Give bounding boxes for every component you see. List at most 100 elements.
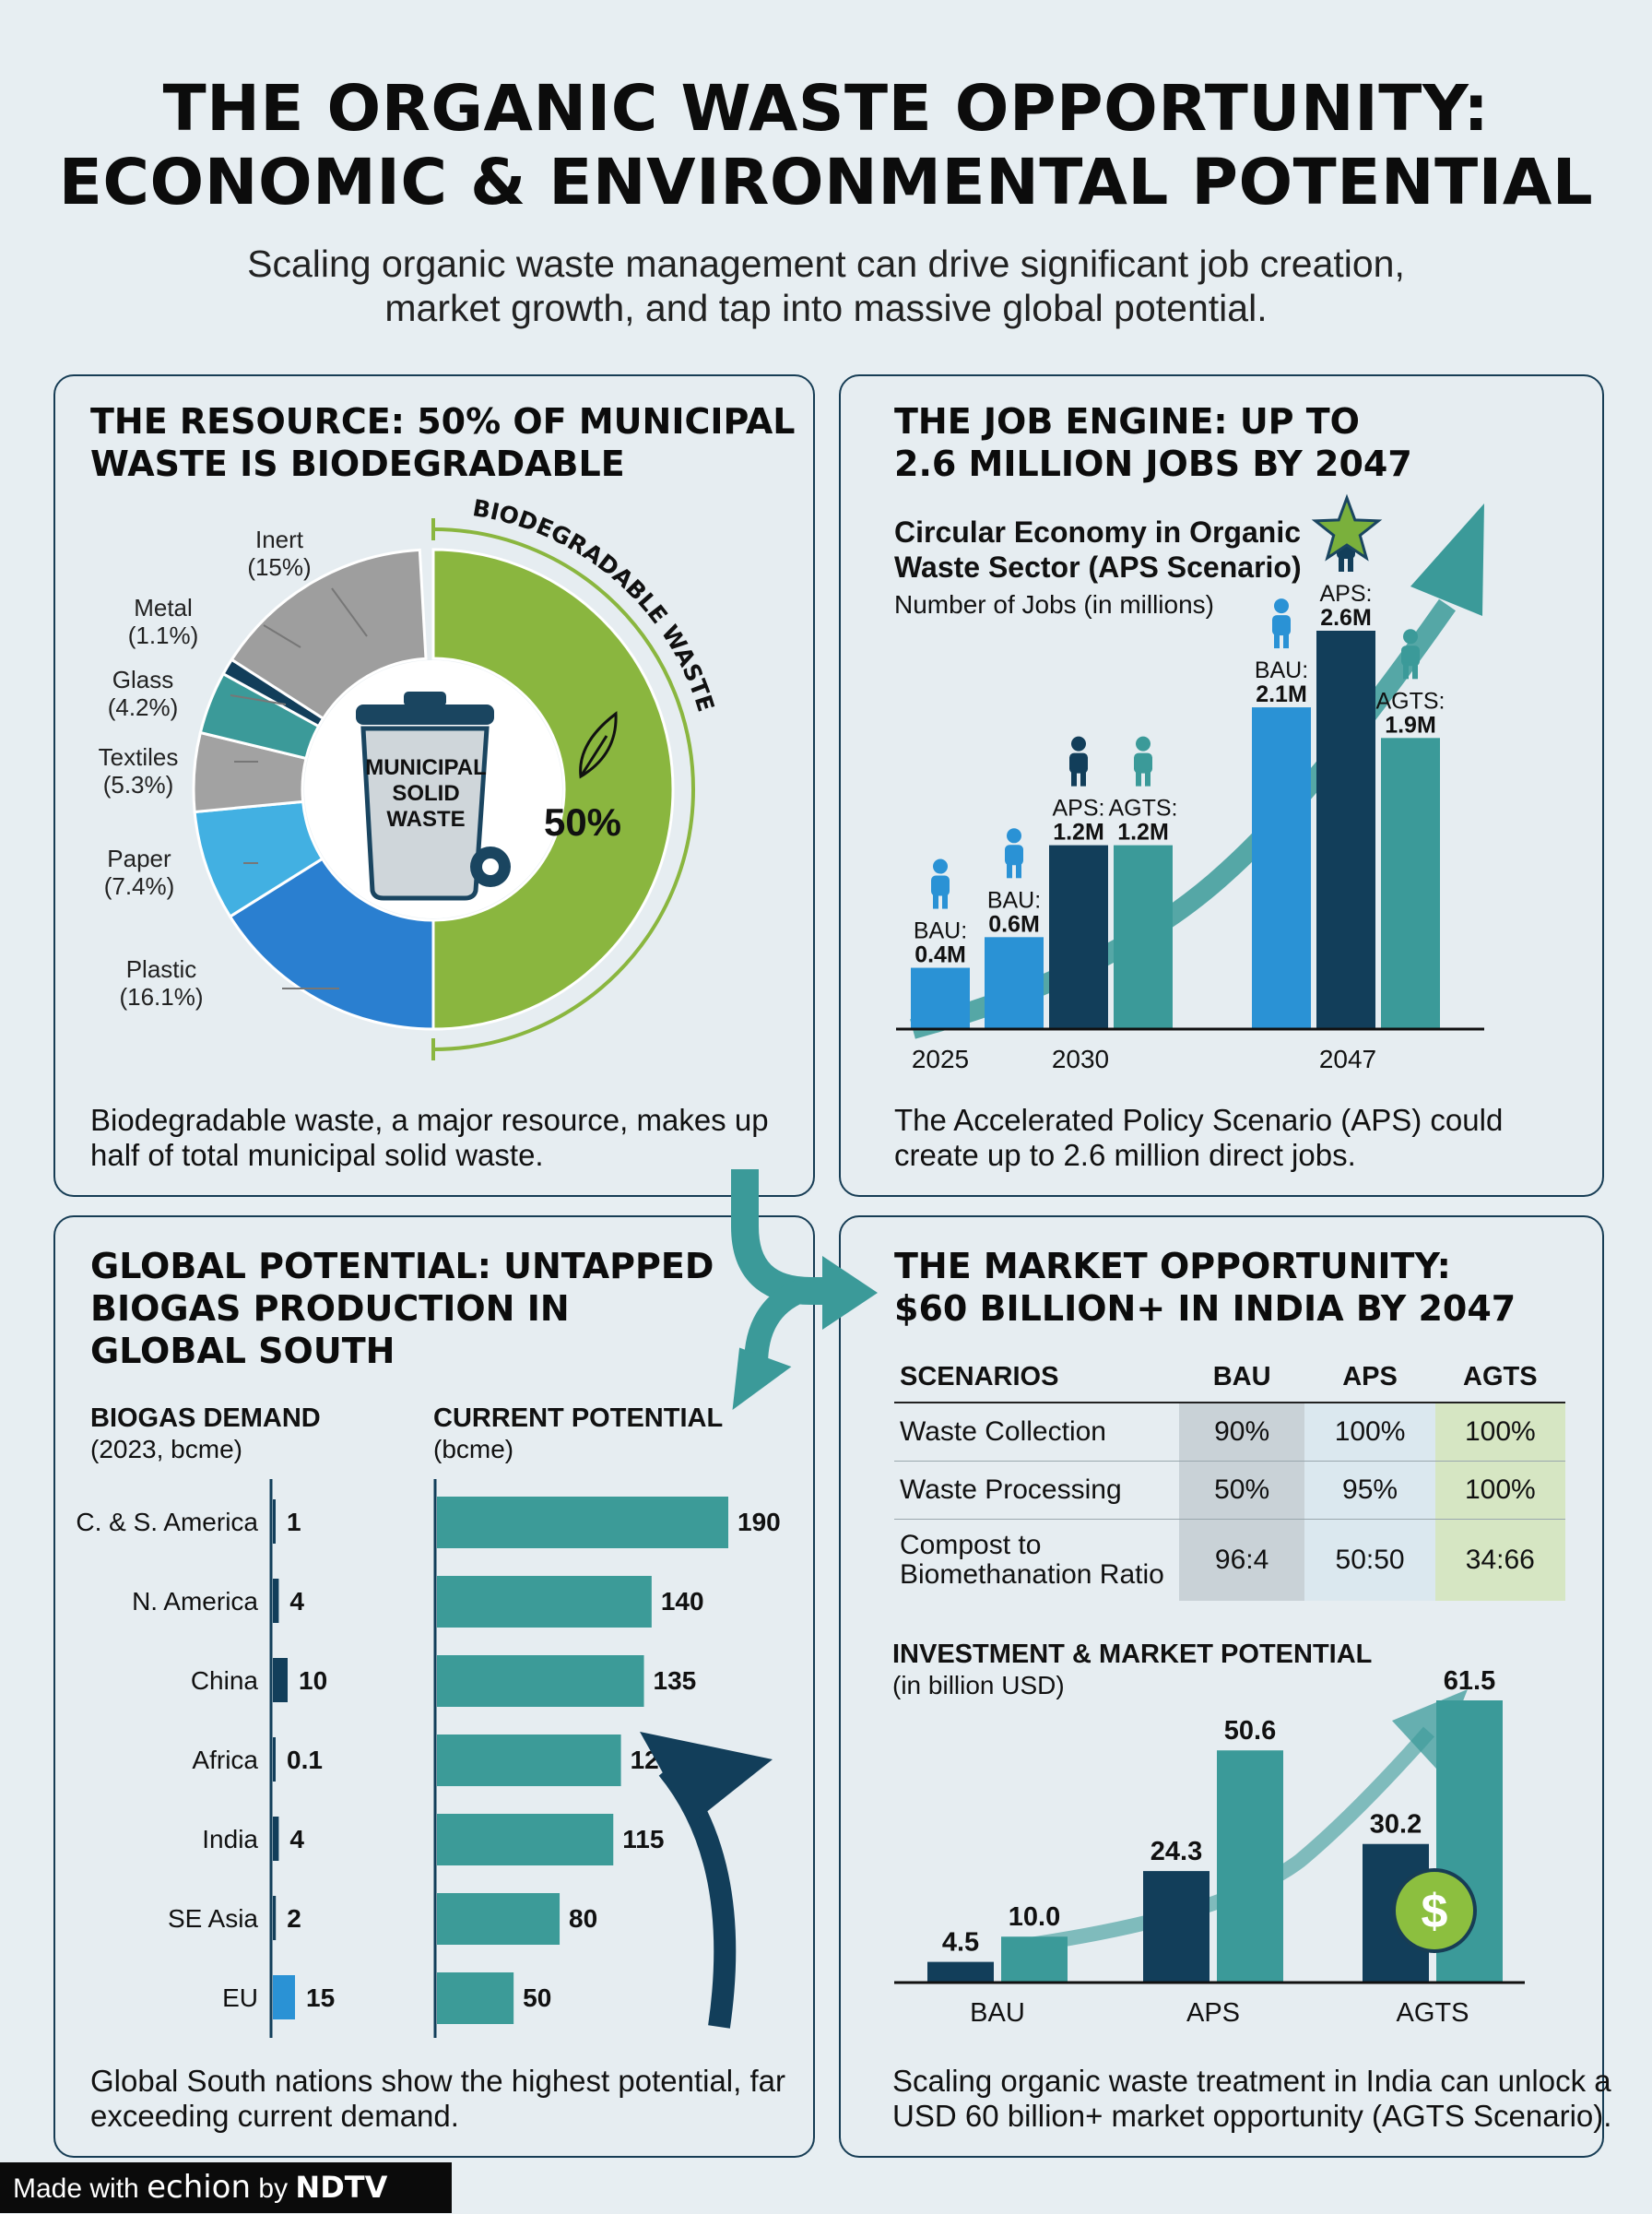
resource-caption-line-1: Biodegradable waste, a major resource, m… xyxy=(90,1103,769,1137)
legend-plastic-name: Plastic xyxy=(125,955,197,983)
legend-metal-value: (1.1%) xyxy=(127,622,199,649)
market-title-line-1: THE MARKET OPPORTUNITY: xyxy=(894,1246,1451,1286)
person-leg xyxy=(1339,555,1344,572)
legend-paper-name: Paper xyxy=(107,845,171,872)
subtitle-line-1: Scaling organic waste management can dri… xyxy=(247,243,1405,285)
demand-bar xyxy=(273,1975,295,2019)
person-head xyxy=(1007,828,1021,844)
category-label: EU xyxy=(222,1983,258,2012)
potential-value: 50 xyxy=(523,1983,551,2012)
jobs-title: THE JOB ENGINE: UP TO 2.6 MILLION JOBS B… xyxy=(894,400,1412,485)
person-head xyxy=(933,858,948,874)
global-caption-line-2: exceeding current demand. xyxy=(90,2099,459,2133)
connector-arrow-left xyxy=(744,1280,806,1366)
bar-scenario-label: AGTS: xyxy=(1108,796,1177,822)
demand-bar xyxy=(273,1658,288,1702)
table-header-row: SCENARIOS BAU APS AGTS xyxy=(894,1352,1565,1403)
resource-caption-line-2: half of total municipal solid waste. xyxy=(90,1138,544,1172)
category-label: C. & S. America xyxy=(76,1508,258,1536)
category-label: Africa xyxy=(192,1746,258,1774)
donut-center-value: 50% xyxy=(544,800,621,844)
legend-textiles-name: Textiles xyxy=(98,743,179,771)
legend-inert: Inert (15%) xyxy=(238,526,321,581)
potential-value: 80 xyxy=(569,1904,597,1933)
cell-aps: 95% xyxy=(1304,1461,1435,1520)
jobs-chart-title-line-1: Circular Economy in Organic xyxy=(894,515,1301,549)
demand-subheader: (2023, bcme) xyxy=(90,1435,242,1463)
bar-2030-agts xyxy=(1114,845,1173,1029)
category-label: N. America xyxy=(132,1587,258,1616)
subtitle-line-2: market growth, and tap into massive glob… xyxy=(384,287,1268,329)
badge-made-with: Made with xyxy=(13,2173,139,2204)
page-title: THE ORGANIC WASTE OPPORTUNITY: ECONOMIC … xyxy=(0,72,1652,219)
row-label: Waste Collection xyxy=(894,1402,1179,1462)
person-leg xyxy=(1403,662,1409,680)
legend-glass-name: Glass xyxy=(112,666,174,693)
person-leg xyxy=(1412,662,1418,680)
jobs-caption-line-1: The Accelerated Policy Scenario (APS) co… xyxy=(894,1103,1504,1137)
biodegradable-bracket xyxy=(432,527,695,1051)
jobs-chart-subtitle: Number of Jobs (in millions) xyxy=(894,590,1214,619)
person-body xyxy=(1272,615,1291,636)
growth-arrow xyxy=(1021,1726,1434,1953)
trend-arrowhead xyxy=(1410,503,1484,616)
table-row: Compost to Biomethanation Ratio 96:4 50:… xyxy=(894,1519,1565,1601)
x-tick-label: APS xyxy=(1186,1998,1240,2028)
bin-label-2: SOLID xyxy=(392,781,459,806)
potential-value: 190 xyxy=(738,1508,781,1536)
legend-glass-value: (4.2%) xyxy=(107,693,179,721)
invest-bar-aps xyxy=(1143,1871,1210,1983)
person-icon xyxy=(1272,598,1291,649)
market-caption-line-1: Scaling organic waste treatment in India… xyxy=(892,2064,1611,2098)
potential-bar xyxy=(437,1893,560,1945)
potential-bar xyxy=(437,1972,514,2024)
category-label: India xyxy=(202,1825,258,1853)
legend-paper: Paper (7.4%) xyxy=(96,845,183,900)
global-caption-line-1: Global South nations show the highest po… xyxy=(90,2064,785,2098)
invest-value-label: 61.5 xyxy=(1444,1666,1495,1696)
person-leg xyxy=(1348,555,1353,572)
demand-value: 4 xyxy=(289,1587,304,1616)
person-leg xyxy=(1016,861,1021,879)
made-with-badge[interactable]: Made with echion by NDTV xyxy=(0,2162,452,2213)
global-title-line-2: BIOGAS PRODUCTION IN xyxy=(90,1288,570,1329)
category-label: China xyxy=(191,1666,259,1695)
potential-value: 115 xyxy=(622,1825,664,1853)
jobs-title-line-1: THE JOB ENGINE: UP TO xyxy=(894,401,1360,442)
bin-handle xyxy=(404,692,446,706)
scenario-table-wrap: SCENARIOS BAU APS AGTS Waste Collection … xyxy=(894,1352,1565,1601)
person-icon xyxy=(1005,828,1023,879)
resource-title-line-2: WASTE IS BIODEGRADABLE xyxy=(90,444,625,484)
bar-value-label: 0.4M xyxy=(914,942,966,968)
demand-value: 10 xyxy=(299,1666,327,1695)
potential-bar xyxy=(437,1576,652,1628)
demand-bar xyxy=(273,1896,277,1940)
leaf-vein xyxy=(579,735,608,777)
donut-slice-inert xyxy=(230,548,428,721)
person-leg xyxy=(1007,861,1012,879)
table-row: Waste Processing 50% 95% 100% xyxy=(894,1461,1565,1520)
title-line-1: THE ORGANIC WASTE OPPORTUNITY: xyxy=(162,72,1490,146)
resource-caption: Biodegradable waste, a major resource, m… xyxy=(90,1103,769,1173)
jobs-panel xyxy=(839,374,1604,1197)
person-leg xyxy=(1274,632,1280,649)
legend-metal-name: Metal xyxy=(134,594,193,622)
donut-slice-plastic xyxy=(228,857,435,1031)
bar-scenario-label: BAU: xyxy=(1255,657,1308,683)
connector-arrowhead-right xyxy=(822,1256,878,1330)
person-head xyxy=(1071,736,1086,752)
demand-bar xyxy=(273,1737,276,1782)
bin-body xyxy=(360,726,490,901)
scenario-table: SCENARIOS BAU APS AGTS Waste Collection … xyxy=(894,1352,1565,1601)
badge-ndtv: NDTV xyxy=(295,2170,388,2205)
invest-bar-aps xyxy=(1217,1750,1283,1983)
potential-header: CURRENT POTENTIAL xyxy=(433,1403,724,1433)
cell-aps: 100% xyxy=(1304,1402,1435,1462)
market-caption: Scaling organic waste treatment in India… xyxy=(892,2064,1611,2134)
global-title-line-1: GLOBAL POTENTIAL: UNTAPPED xyxy=(90,1246,714,1286)
cell-agts: 100% xyxy=(1434,1461,1565,1520)
connector-arrow-right xyxy=(731,1169,830,1305)
row-label: Waste Processing xyxy=(894,1461,1179,1520)
invest-subtitle: (in billion USD) xyxy=(892,1671,1065,1699)
